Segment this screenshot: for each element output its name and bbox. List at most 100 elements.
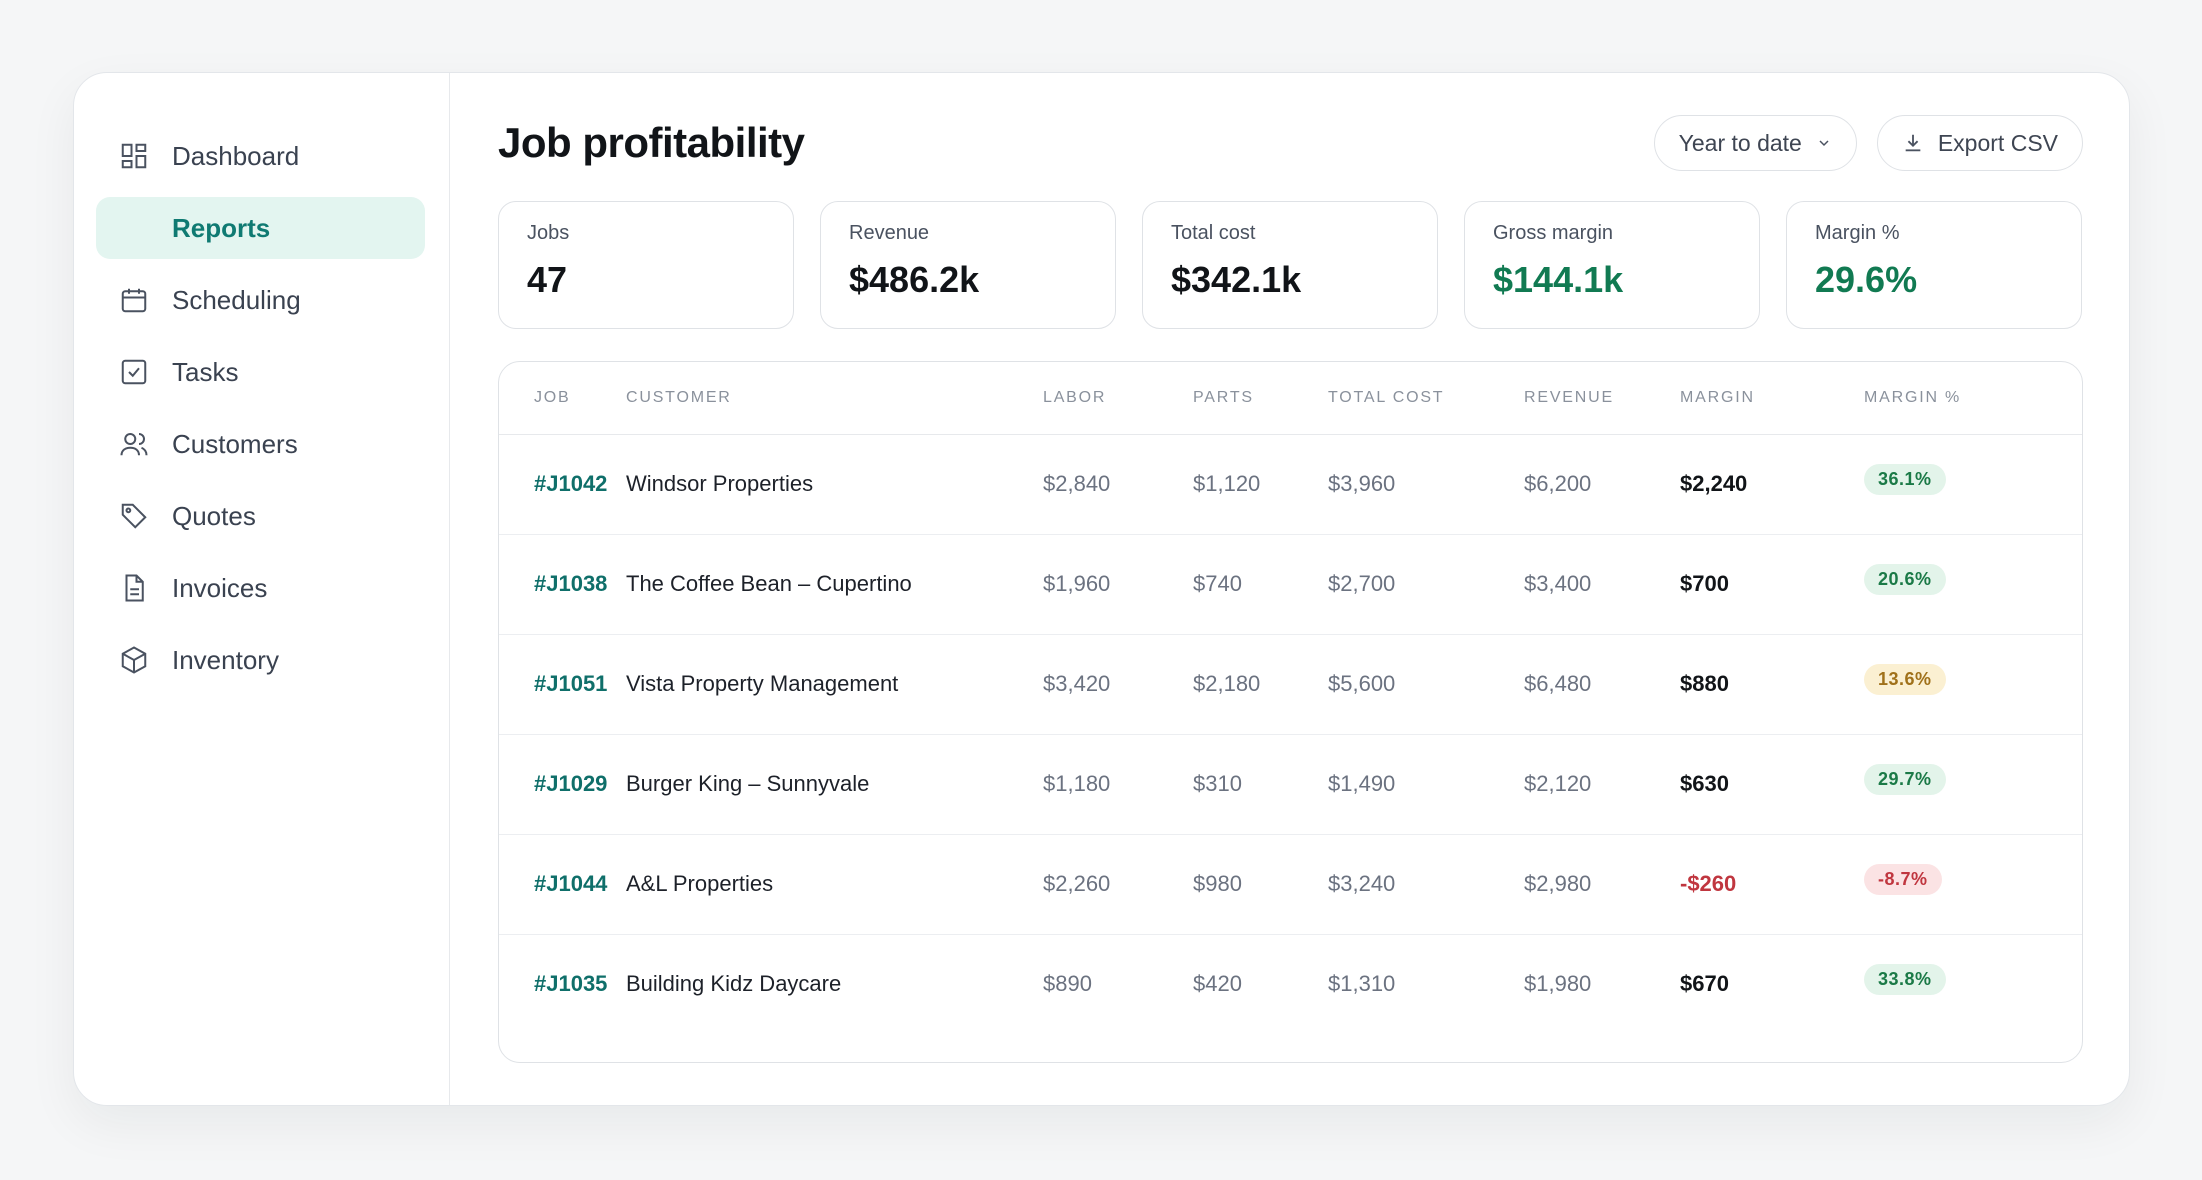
labor-cell: $890	[1043, 971, 1092, 997]
total-cost-cell: $2,700	[1328, 534, 1524, 635]
jobs-table-card: JOB CUSTOMER LABOR PARTS TOTAL COST REVE…	[498, 361, 2083, 1063]
kpi-label: Total cost	[1171, 222, 1256, 244]
table-row[interactable]: #J1035 Building Kidz Daycare $890 $420 $…	[499, 934, 2082, 1034]
margin-cell: $630	[1680, 734, 1864, 835]
kpi-card-revenue: Revenue $486.2k	[820, 201, 1116, 329]
table-row[interactable]: #J1042 Windsor Properties $2,840 $1,120 …	[499, 434, 2082, 535]
table-row[interactable]: #J1044 A&L Properties $2,260 $980 $3,240…	[499, 834, 2082, 935]
column-header-margin-percent[interactable]: MARGIN %	[1864, 362, 2082, 435]
margin-percent-cell: 33.8%	[1864, 934, 2082, 1034]
kpi-value: 29.6%	[1815, 259, 1918, 300]
kpi-value: 47	[527, 259, 568, 300]
download-icon	[1902, 132, 1924, 154]
sidebar-item-reports[interactable]: Reports	[96, 197, 425, 259]
sidebar-item-invoices[interactable]: Invoices	[96, 557, 425, 619]
margin-percent-cell: 29.7%	[1864, 734, 2082, 835]
kpi-label: Jobs	[527, 222, 570, 244]
kpi-value: $342.1k	[1171, 259, 1302, 300]
margin-percent-badge: 33.8%	[1864, 963, 1946, 995]
column-header-customer[interactable]: CUSTOMER	[626, 362, 1043, 435]
total-cost-cell: $1,490	[1328, 734, 1524, 835]
header-actions: Year to date Export CSV	[1653, 115, 2083, 171]
date-range-dropdown[interactable]: Year to date	[1653, 115, 1857, 171]
users-icon	[118, 428, 150, 460]
table-header-row: JOB CUSTOMER LABOR PARTS TOTAL COST REVE…	[499, 362, 2082, 435]
page-header: Job profitability Year to date Export CS…	[498, 115, 2083, 171]
sidebar-item-customers[interactable]: Customers	[96, 413, 425, 475]
kpi-card-total-cost: Total cost $342.1k	[1142, 201, 1438, 329]
revenue-cell: $2,120	[1524, 734, 1680, 835]
margin-percent-badge: 20.6%	[1864, 563, 1946, 595]
total-cost-cell: $5,600	[1328, 634, 1524, 735]
parts-cell: $2,180	[1193, 634, 1328, 735]
app-window: Dashboard Reports Scheduling Tasks Custo…	[73, 72, 2130, 1106]
kpi-label: Revenue	[849, 222, 930, 244]
job-id-link[interactable]: #J1042	[499, 434, 626, 535]
table-row[interactable]: #J1051 Vista Property Management $3,420 …	[499, 634, 2082, 735]
labor-cell: $1,960	[1043, 534, 1193, 635]
job-id-link[interactable]: #J1035	[534, 971, 608, 997]
box-icon	[118, 644, 150, 676]
column-header-labor[interactable]: LABOR	[1043, 362, 1193, 435]
kpi-label: Gross margin	[1493, 222, 1614, 244]
parts-cell: $1,120	[1193, 434, 1328, 535]
margin-cell: $700	[1680, 534, 1864, 635]
sidebar-item-dashboard[interactable]: Dashboard	[96, 125, 425, 187]
sidebar-item-scheduling[interactable]: Scheduling	[96, 269, 425, 331]
tag-icon	[118, 500, 150, 532]
margin-percent-badge: 13.6%	[1864, 663, 1946, 695]
sidebar-item-inventory[interactable]: Inventory	[96, 629, 425, 691]
document-icon	[118, 572, 150, 604]
chevron-down-icon	[1816, 135, 1832, 151]
labor-cell: $2,260	[1043, 834, 1193, 935]
table-row[interactable]: #J1029 Burger King – Sunnyvale $1,180 $3…	[499, 734, 2082, 835]
parts-cell: $740	[1193, 534, 1328, 635]
sidebar-item-label: Scheduling	[172, 284, 301, 315]
sidebar: Dashboard Reports Scheduling Tasks Custo…	[74, 73, 450, 1105]
parts-cell: $420	[1193, 971, 1242, 997]
jobs-table: JOB CUSTOMER LABOR PARTS TOTAL COST REVE…	[499, 362, 2082, 1034]
job-id-link[interactable]: #J1038	[499, 534, 626, 635]
labor-cell: $3,420	[1043, 634, 1193, 735]
export-csv-button[interactable]: Export CSV	[1876, 115, 2083, 171]
calendar-icon	[118, 284, 150, 316]
column-header-parts[interactable]: PARTS	[1193, 362, 1328, 435]
sidebar-item-tasks[interactable]: Tasks	[96, 341, 425, 403]
customer-cell: A&L Properties	[626, 834, 1043, 935]
sidebar-item-quotes[interactable]: Quotes	[96, 485, 425, 547]
sidebar-item-label: Dashboard	[172, 140, 300, 171]
kpi-card-jobs: Jobs 47	[498, 201, 794, 329]
margin-percent-cell: -8.7%	[1864, 834, 2082, 935]
sidebar-item-label: Invoices	[172, 572, 268, 603]
job-id-link[interactable]: #J1029	[499, 734, 626, 835]
job-id-link[interactable]: #J1051	[499, 634, 626, 735]
table-row[interactable]: #J1038 The Coffee Bean – Cupertino $1,96…	[499, 534, 2082, 635]
column-header-margin[interactable]: MARGIN	[1680, 362, 1864, 435]
margin-percent-badge: 36.1%	[1864, 463, 1946, 495]
sidebar-item-label: Reports	[172, 212, 271, 243]
column-header-revenue[interactable]: REVENUE	[1524, 362, 1680, 435]
column-header-total-cost[interactable]: TOTAL COST	[1328, 362, 1524, 435]
margin-cell: $880	[1680, 634, 1864, 735]
revenue-cell: $6,480	[1524, 634, 1680, 735]
margin-percent-cell: 13.6%	[1864, 634, 2082, 735]
margin-cell: $670	[1680, 971, 1729, 997]
sidebar-item-label: Tasks	[172, 356, 239, 387]
job-id-link[interactable]: #J1044	[499, 834, 626, 935]
parts-cell: $980	[1193, 834, 1328, 935]
customer-cell: Vista Property Management	[626, 634, 1043, 735]
page-title: Job profitability	[498, 119, 805, 166]
kpi-row: Jobs 47 Revenue $486.2k Total cost $342.…	[498, 201, 2083, 329]
dashboard-icon	[118, 140, 150, 172]
column-header-job[interactable]: JOB	[499, 362, 626, 435]
customer-cell: Building Kidz Daycare	[626, 971, 842, 997]
kpi-value: $144.1k	[1493, 259, 1624, 300]
margin-cell: $2,240	[1680, 434, 1864, 535]
sidebar-item-label: Inventory	[172, 644, 279, 675]
revenue-cell: $2,980	[1524, 834, 1680, 935]
total-cost-cell: $3,960	[1328, 434, 1524, 535]
checkbox-icon	[118, 356, 150, 388]
customer-cell: The Coffee Bean – Cupertino	[626, 534, 1043, 635]
customer-cell: Burger King – Sunnyvale	[626, 734, 1043, 835]
export-csv-label: Export CSV	[1937, 129, 2058, 156]
